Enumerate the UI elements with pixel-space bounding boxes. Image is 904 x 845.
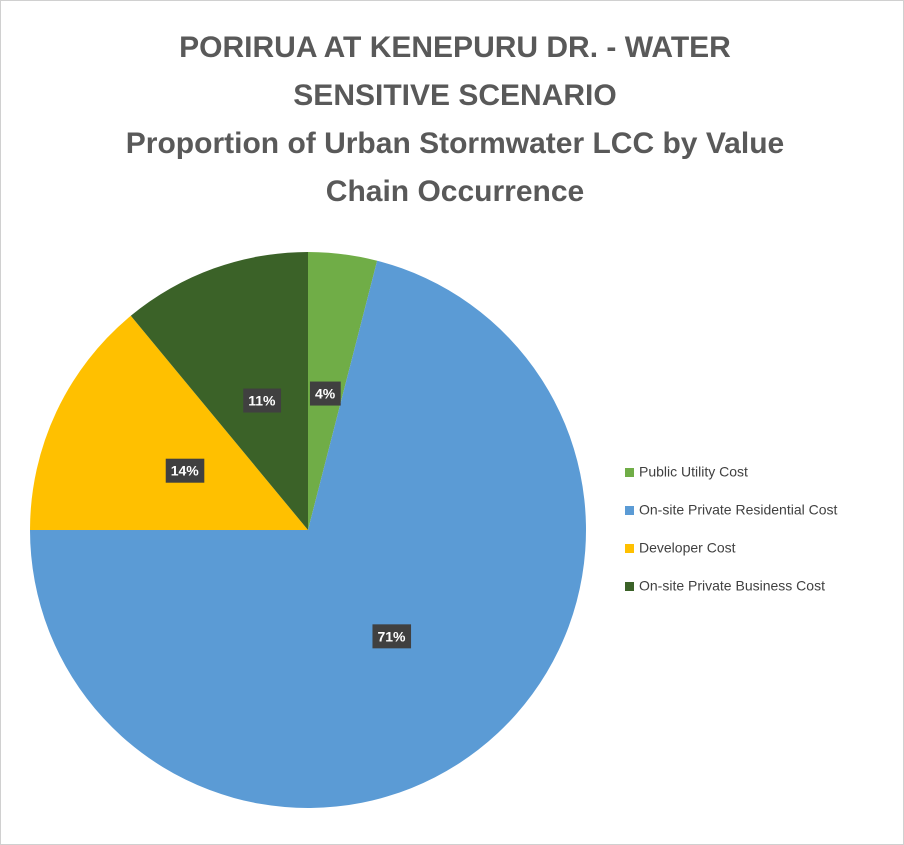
legend-label: Developer Cost <box>639 540 736 556</box>
data-label-box <box>243 388 282 413</box>
legend-swatch <box>625 506 634 515</box>
data-label-box <box>309 381 341 406</box>
legend-label: On-site Private Residential Cost <box>639 502 838 518</box>
titles: PORIRUA AT KENEPURU DR. - WATER SENSITIV… <box>115 24 795 216</box>
data-label-box <box>372 624 412 649</box>
data-label: 71% <box>377 628 406 644</box>
pie-slice <box>30 315 308 530</box>
legend-swatch <box>625 468 634 477</box>
pie-slice <box>130 252 308 530</box>
legend-label: On-site Private Business Cost <box>639 578 825 594</box>
data-label-box <box>165 458 205 483</box>
data-label: 14% <box>171 463 200 479</box>
pie-slice <box>30 260 587 809</box>
pie <box>30 252 587 809</box>
legend: Public Utility Cost On-site Private Resid… <box>625 464 838 594</box>
data-label: 11% <box>248 393 276 409</box>
chart-title: PORIRUA AT KENEPURU DR. - WATER SENSITIV… <box>179 31 731 112</box>
legend-swatch <box>625 582 634 591</box>
data-labels: 4% 71% 14% 11% <box>165 381 412 649</box>
legend-swatch <box>625 544 634 553</box>
data-label: 4% <box>315 386 336 402</box>
chart-subtitle: Proportion of Urban Stormwater LCC by Va… <box>125 127 785 208</box>
pie-slice <box>308 252 378 530</box>
legend-label: Public Utility Cost <box>639 464 748 480</box>
